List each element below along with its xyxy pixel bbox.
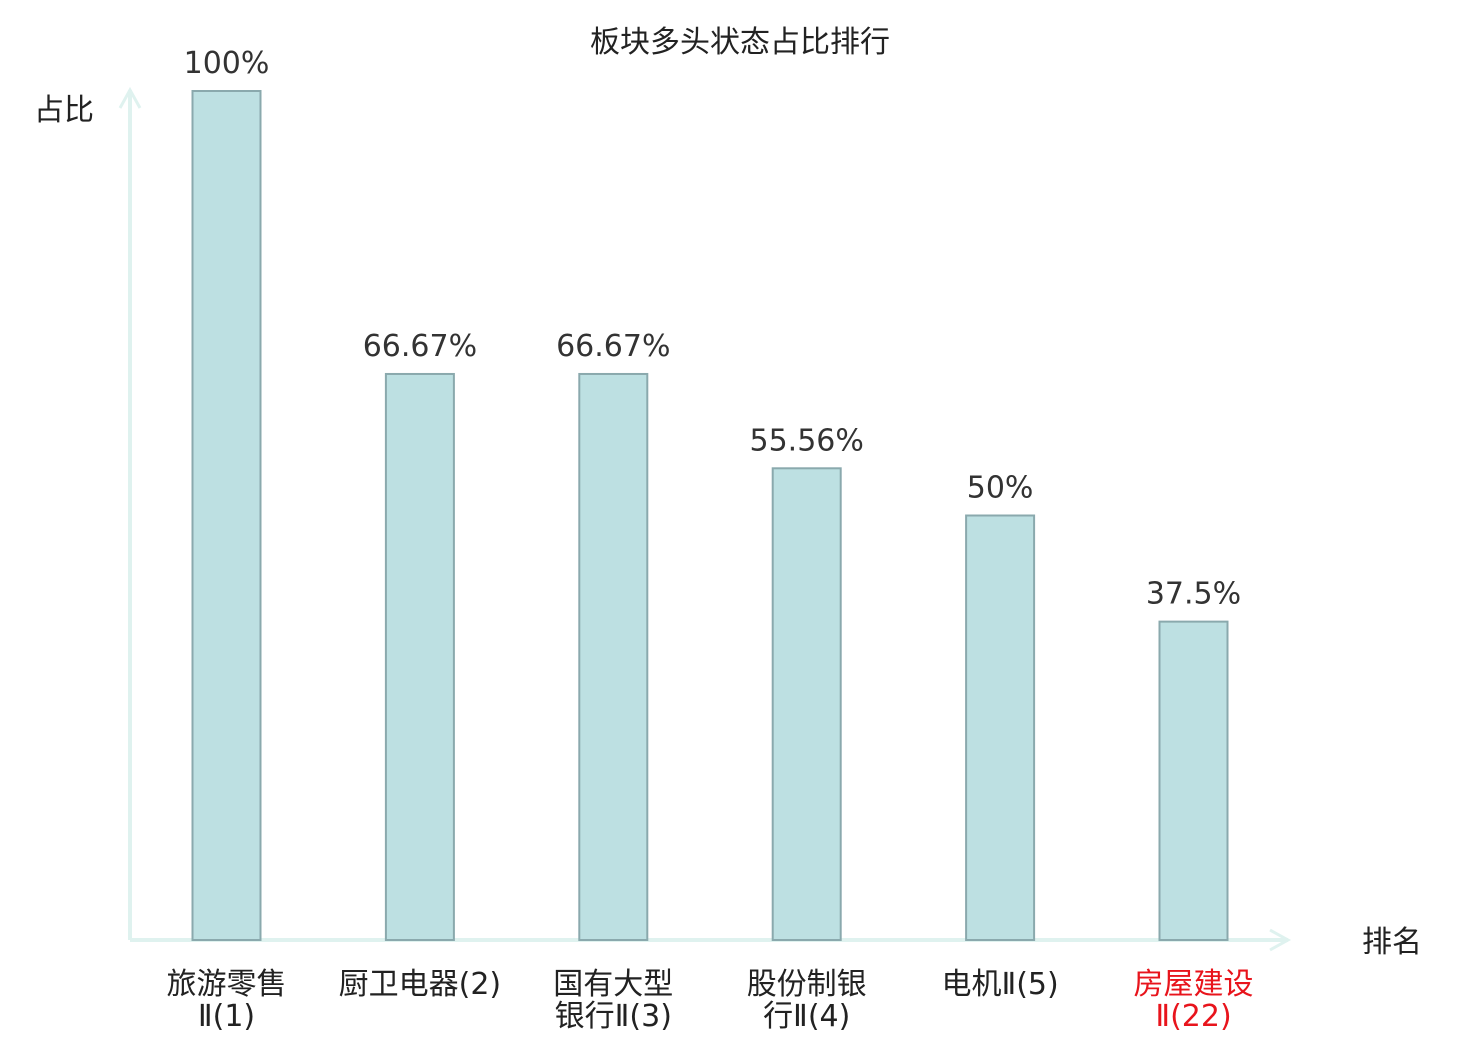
category-label: Ⅱ(1) [198,999,255,1034]
category-label: 股份制银 [747,967,867,1002]
bar [578,372,649,942]
category-label: 房屋建设 [1134,967,1254,1002]
axes [118,86,1292,952]
y-axis-label: 占比 [34,93,94,128]
x-axis-label: 排名 [1362,925,1422,960]
category-label: Ⅱ(22) [1155,999,1231,1034]
category-label: 国有大型 [553,967,673,1002]
chart-title: 板块多头状态占比排行 [590,25,890,60]
bar-value-label: 100% [184,46,270,81]
category-label: 电机Ⅱ(5) [941,967,1058,1002]
bar [1158,620,1229,941]
bar [384,372,455,942]
y-axis-arrow-icon [118,86,142,109]
category-label: 银行Ⅱ(3) [555,999,672,1034]
bar-value-label: 66.67% [363,329,477,364]
category-label: 旅游零售 [167,967,287,1002]
value-labels-group: 100% 66.67% 66.67% 55.56% 50% 37.5% [184,46,1242,612]
bar-value-label: 55.56% [750,423,864,458]
bar [191,90,262,941]
bar [965,514,1036,941]
bars-group [191,90,1229,942]
category-label: 厨卫电器(2) [339,967,502,1002]
bar-value-label: 37.5% [1146,577,1241,612]
x-axis-arrow-icon [1269,928,1292,952]
category-label: 行Ⅱ(4) [763,999,850,1034]
bar-value-label: 66.67% [556,329,670,364]
bar [771,467,842,941]
bar-value-label: 50% [967,471,1034,506]
